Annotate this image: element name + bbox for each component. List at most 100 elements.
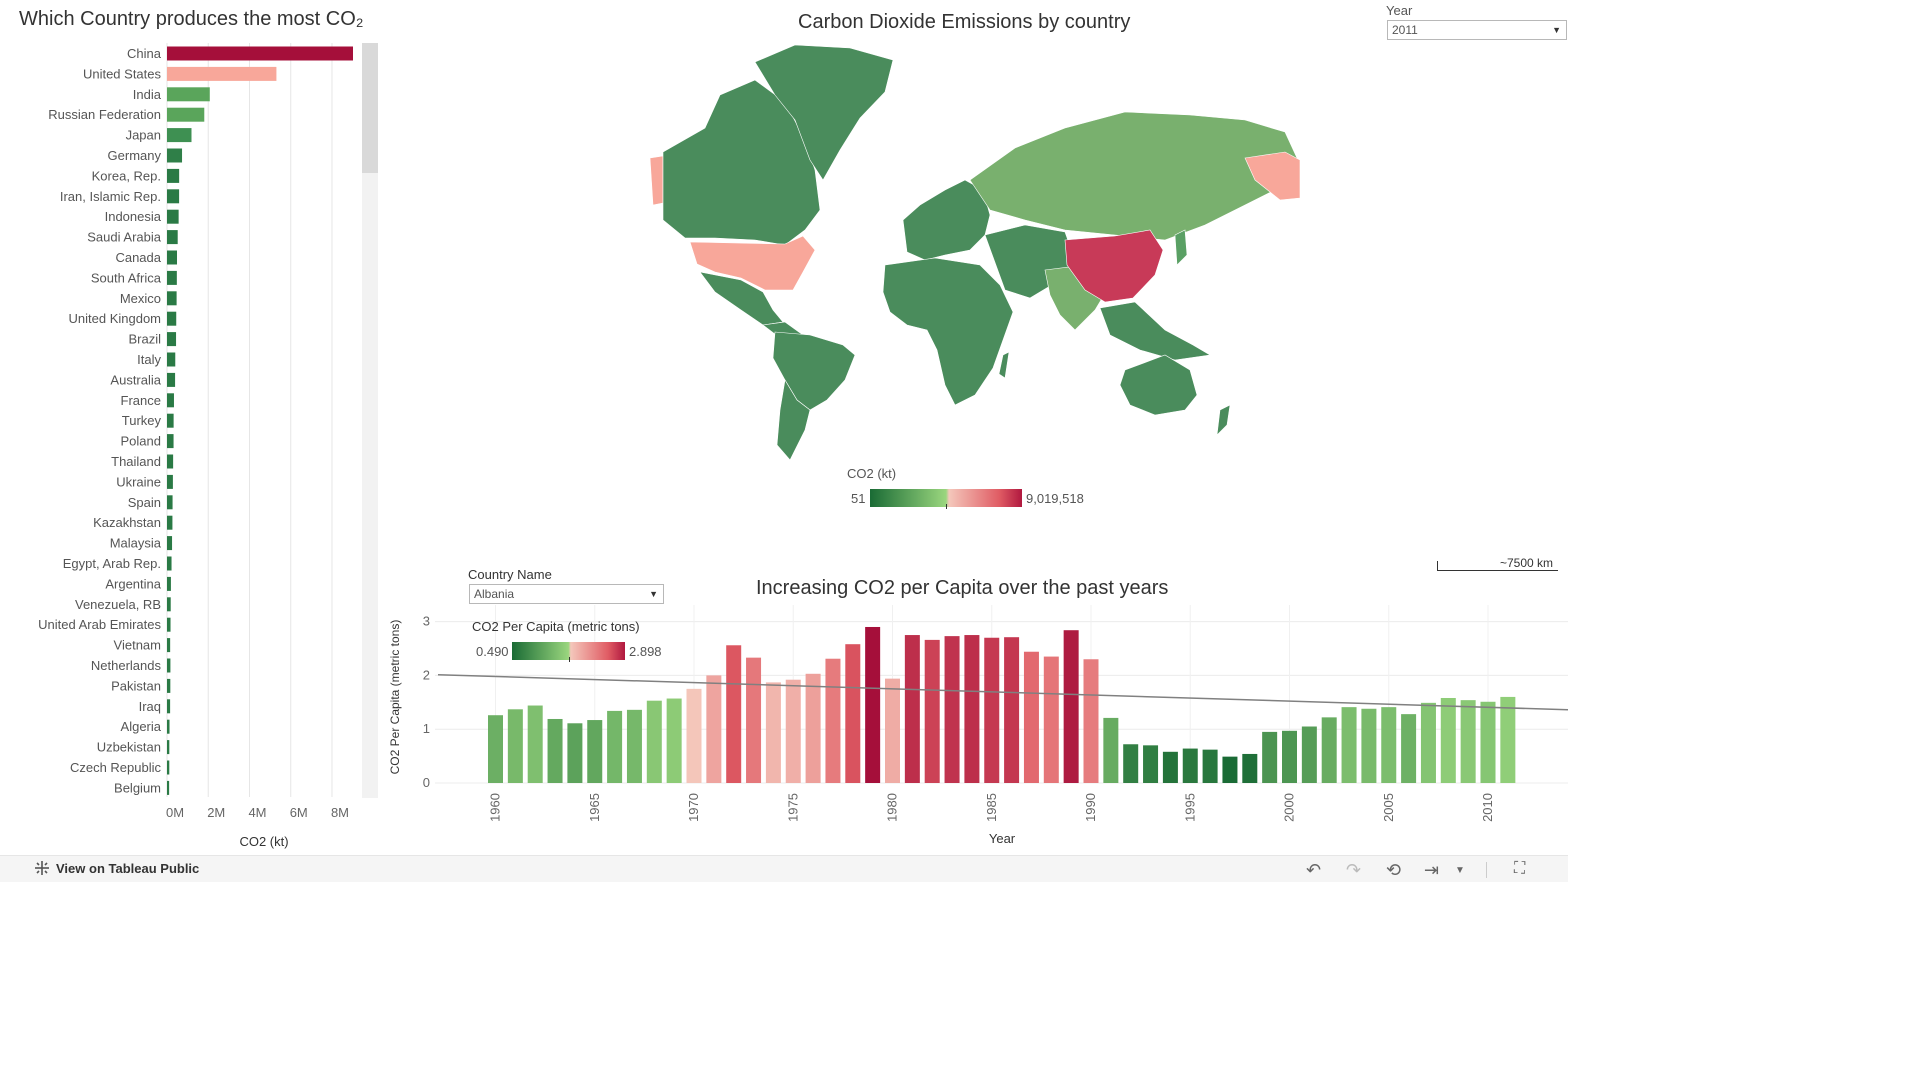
capita-bar[interactable] (746, 657, 762, 783)
country-bar-chart[interactable]: 0M 2M 4M 6M 8M China United States India Russian… (0, 40, 380, 855)
capita-bar[interactable] (1103, 717, 1119, 783)
capita-bar[interactable] (1083, 659, 1099, 783)
bar[interactable] (167, 148, 183, 163)
capita-bar[interactable] (885, 678, 900, 783)
bar[interactable] (167, 413, 174, 428)
capita-bar[interactable] (1321, 717, 1337, 783)
bar[interactable] (167, 760, 170, 775)
oceania[interactable] (1119, 354, 1231, 436)
bar[interactable] (167, 617, 171, 632)
capita-bar[interactable] (865, 626, 881, 783)
capita-bar[interactable] (1401, 714, 1417, 783)
bar[interactable] (167, 434, 174, 449)
capita-bar[interactable] (1341, 707, 1357, 783)
europe-africa[interactable] (882, 179, 1014, 406)
bar[interactable] (167, 576, 171, 591)
bar[interactable] (167, 393, 174, 408)
capita-bar[interactable] (984, 637, 1000, 783)
capita-bar[interactable] (1043, 656, 1059, 783)
capita-bar[interactable] (547, 718, 563, 783)
bar[interactable] (167, 66, 277, 81)
capita-bar[interactable] (686, 688, 702, 783)
capita-bar[interactable] (964, 635, 980, 783)
capita-bar[interactable] (1420, 702, 1436, 783)
bar[interactable] (167, 311, 177, 326)
bar[interactable] (167, 372, 176, 387)
capita-bar[interactable] (1500, 696, 1516, 783)
capita-bar[interactable] (1361, 708, 1377, 783)
capita-bar[interactable] (1242, 753, 1258, 783)
capita-bar[interactable] (726, 645, 742, 783)
bar[interactable] (167, 515, 173, 530)
bar[interactable] (167, 719, 170, 734)
bar[interactable] (167, 597, 171, 612)
capita-bar[interactable] (1143, 745, 1159, 783)
world-map[interactable] (645, 40, 1310, 470)
capita-bar[interactable] (1023, 651, 1039, 783)
view-on-tableau-link[interactable]: View on Tableau Public (33, 859, 199, 877)
undo-icon[interactable]: ↶ (1306, 860, 1322, 880)
capita-bar[interactable] (785, 679, 801, 783)
capita-bar[interactable] (607, 710, 623, 783)
bar[interactable] (167, 658, 171, 673)
capita-bar[interactable] (1440, 697, 1456, 783)
capita-bar[interactable] (1123, 744, 1139, 783)
bar[interactable] (167, 352, 176, 367)
capita-bar[interactable] (924, 639, 940, 783)
capita-bar[interactable] (904, 635, 920, 783)
bar[interactable] (167, 454, 174, 469)
bar[interactable] (167, 230, 178, 245)
capita-bar[interactable] (1222, 756, 1238, 783)
bar[interactable] (167, 780, 170, 795)
capita-bar[interactable] (944, 636, 960, 783)
bar[interactable] (167, 189, 180, 204)
bar[interactable] (167, 474, 173, 489)
capita-bar[interactable] (488, 715, 503, 783)
year-dropdown[interactable]: 2011 ▼ (1387, 20, 1567, 40)
capita-bar[interactable] (765, 682, 781, 783)
bar[interactable] (167, 87, 210, 102)
bar[interactable] (167, 128, 192, 143)
capita-bar[interactable] (1202, 749, 1218, 783)
capita-bar[interactable] (567, 723, 583, 783)
capita-bar[interactable] (1262, 731, 1278, 783)
bar[interactable] (167, 270, 177, 285)
capita-bar[interactable] (1063, 630, 1079, 783)
south-america[interactable] (772, 331, 856, 461)
share-icon[interactable]: ⇥ (1424, 860, 1440, 880)
redo-icon[interactable]: ↷ (1346, 860, 1362, 880)
capita-bar[interactable] (805, 673, 821, 783)
capita-bar[interactable] (845, 644, 861, 783)
capita-bar[interactable] (825, 658, 841, 783)
bar[interactable] (167, 46, 353, 61)
capita-bar[interactable] (1480, 701, 1496, 783)
capita-bar[interactable] (507, 709, 523, 783)
fullscreen-icon[interactable]: ⛶ (1514, 860, 1526, 877)
bar[interactable] (167, 556, 172, 571)
bar[interactable] (167, 495, 173, 510)
bar[interactable] (167, 168, 180, 183)
share-dropdown-icon[interactable]: ▼ (1455, 865, 1465, 876)
capita-bar[interactable] (1004, 637, 1020, 783)
capita-bar[interactable] (1182, 748, 1198, 783)
bar[interactable] (167, 250, 178, 265)
capita-bar[interactable] (1381, 707, 1397, 783)
country-dropdown[interactable]: Albania ▼ (469, 584, 664, 604)
bar[interactable] (167, 678, 171, 693)
bar[interactable] (167, 699, 171, 714)
capita-bar[interactable] (587, 720, 603, 783)
bar[interactable] (167, 107, 205, 122)
capita-bar[interactable] (1162, 751, 1178, 783)
capita-bar[interactable] (527, 705, 543, 783)
bar[interactable] (167, 536, 173, 551)
bar[interactable] (167, 209, 179, 224)
capita-bar[interactable] (706, 675, 722, 783)
co2-per-capita-chart[interactable]: 0 1 2 3 1960 1965 1970 1975 1980 1985 1990 1995 2000… (380, 605, 1568, 855)
capita-bar[interactable] (1460, 700, 1476, 783)
capita-bar[interactable] (626, 709, 642, 783)
asia[interactable] (969, 111, 1301, 361)
north-america[interactable] (649, 44, 894, 346)
trend-line[interactable] (437, 673, 1568, 711)
capita-bar[interactable] (1282, 730, 1297, 783)
revert-icon[interactable]: ⟲ (1386, 860, 1402, 880)
